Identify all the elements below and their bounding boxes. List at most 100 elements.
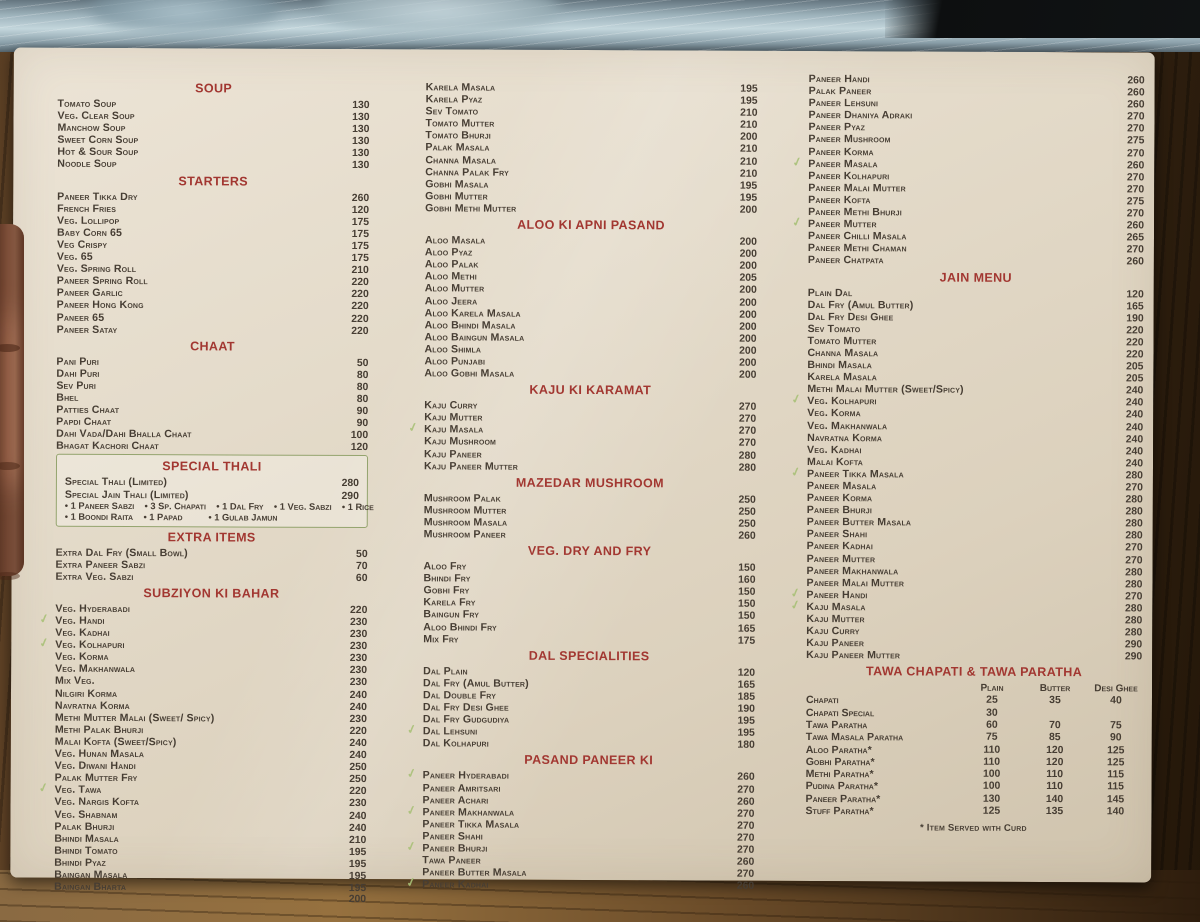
section-title: ALOO KI APNI PASAND [517,217,666,233]
item-name: Veg Crispy [56,238,108,251]
item-price: 90 [1110,732,1122,744]
item-name: Paneer Achari [422,793,489,807]
item-name: Paneer Hyderabadi [422,769,509,783]
item-price: 100 [982,768,1001,781]
item-name: Baingan Masala [54,868,128,881]
item-name: Kaju Paneer [806,637,865,650]
item-name: Aloo Mutter [424,282,485,295]
item-name: Paneer Lehsuni [808,97,879,110]
item-name: Paneer Satay [56,323,118,336]
item-name: Dal Fry (Amul Butter) [423,677,529,690]
hand-fingers [0,224,24,576]
item-name: Veg. Hunan Masala [54,747,145,761]
item-name: Channa Palak Fry [425,165,509,179]
item-name: Aloo Methi [424,270,477,283]
item-name: Extra Paneer Sabzi [55,558,146,571]
item-name: Paneer Mutter [806,552,876,565]
item-name: Special Jain Thali (Limited) [64,488,189,501]
green-checkmark-icon: ✓ [790,153,804,170]
item-name: Palak Masala [425,141,490,155]
item-name: Veg. 65 [56,250,93,263]
item-name: Nilgiri Korma [54,687,118,700]
item-name: Methi Malai Mutter (Sweet/Spicy) [807,383,964,396]
item-name: Palak Mutter Fry [54,771,138,785]
thali-contents-note: • 1 Boondi Raita • 1 Papad • 1 Gulab Jam… [64,511,278,523]
item-name: Veg. Hyderabadi [55,602,130,615]
menu-item-row: Aloo Gobhi Masala 200 [424,367,756,381]
item-name: Aloo Baingun Masala [424,331,525,344]
section-title: DAL SPECIALITIES [528,648,650,664]
item-name: Paneer Makhanwala [806,564,899,578]
item-name: Mix Veg. [55,675,95,688]
item-name: Paneer Chilli Masala [807,230,907,243]
item-name: Manchow Soup [57,121,126,135]
item-name: Veg. Kadhai [55,626,110,640]
menu-column-2: Karela Masala 195 Karela Pyaz 195 Sev Tomato… [405,81,758,892]
item-name: Bhindi Masala [807,359,873,372]
item-name: Paneer Kolhapuri [808,169,890,183]
item-name: Kaju Mutter [806,613,865,626]
thali-contents-note: • 1 Paneer Sabzi • 3 Sp. Chapati • 1 Dal… [64,500,374,512]
item-name: Stuff Paratha* [805,805,874,818]
item-name: Bhindi Pyaz [54,856,107,869]
item-price: 180 [737,739,755,752]
tawa-col-header: Desi Ghee [1094,683,1138,695]
item-name: Veg. Tawa [54,784,102,797]
item-name: Karela Pyaz [425,93,483,106]
green-checkmark-icon: ✓ [790,214,804,231]
item-name: Karela Masala [425,81,496,94]
item-name: Aloo Bhindi Masala [424,318,516,332]
item-name: Hot & Sour Soup [57,146,139,159]
item-name: Paneer Shahi [422,830,483,843]
item-name: Paneer Bhurji [806,504,872,517]
section-title: MAZEDAR MUSHROOM [515,475,664,491]
item-price: 135 [1045,806,1064,818]
item-name: Aloo Palak [424,258,479,271]
tawa-corner-cell [806,681,964,695]
item-name: Aloo Jeera [424,294,478,308]
green-checkmark-icon: ✓ [788,596,802,613]
item-name: Karela Fry [423,596,476,609]
item-name: Dal Kolhapuri [422,737,489,750]
section-title: TAWA CHAPATI & TAWA PARATHA [866,664,1083,680]
green-checkmark-icon: ✓ [37,634,51,651]
item-name: Paneer Tikka Dry [57,190,138,203]
item-name: Channa Masala [807,346,879,360]
item-name: Veg. Makhanwala [807,419,888,432]
item-name: Veg. Shabnam [54,808,118,821]
item-name: Extra Dal Fry (Small Bowl) [55,546,188,559]
item-name: Bhindi Masala [54,832,119,845]
item-name: Malai Kofta (Sweet/Spicy) [54,735,177,749]
item-price: 35 [1049,695,1061,707]
menu-item-row: Mix Fry 175 [423,633,755,647]
item-price [1090,708,1142,721]
item-name: Paneer Kadhai [422,878,489,891]
green-checkmark-icon: ✓ [37,610,51,627]
item-name: Paneer Amritsari [422,781,501,795]
menu-item-row: Kaju Paneer Mutter 280 [424,460,756,474]
item-price: 175 [737,635,756,647]
item-name: Bhel [56,391,79,404]
item-price: 40 [1110,695,1122,707]
item-price: 115 [1107,781,1124,793]
item-price: 280 [738,462,757,474]
item-price: 120 [1046,756,1064,768]
item-name: Noodle Soup [57,158,117,171]
item-name: French Fries [57,202,117,215]
item-name: Veg. Spring Roll [56,262,137,276]
item-name: Mushroom Palak [423,492,501,505]
item-name: Aloo Punjabi [424,355,486,368]
item-name: Paneer Kadhai [806,540,873,553]
item-name: Gobhi Masala [425,178,489,191]
item-name: Paneer Hong Kong [56,299,144,312]
item-price: 120 [1046,744,1064,756]
item-price: 125 [1107,757,1125,769]
item-name: Bhindi Tomato [54,844,118,857]
section-title: CHAAT [190,338,235,354]
menu-column-1: SOUP Tomato Soup 130 Veg. Clear Soup 130 Manc… [37,78,374,907]
item-name: Navratna Korma [54,699,130,712]
item-price: 25 [986,695,998,707]
item-name: Gobhi Methi Mutter [425,202,517,215]
section-title: VEG. DRY AND FRY [527,543,652,559]
item-name: Sev Puri [56,379,97,392]
